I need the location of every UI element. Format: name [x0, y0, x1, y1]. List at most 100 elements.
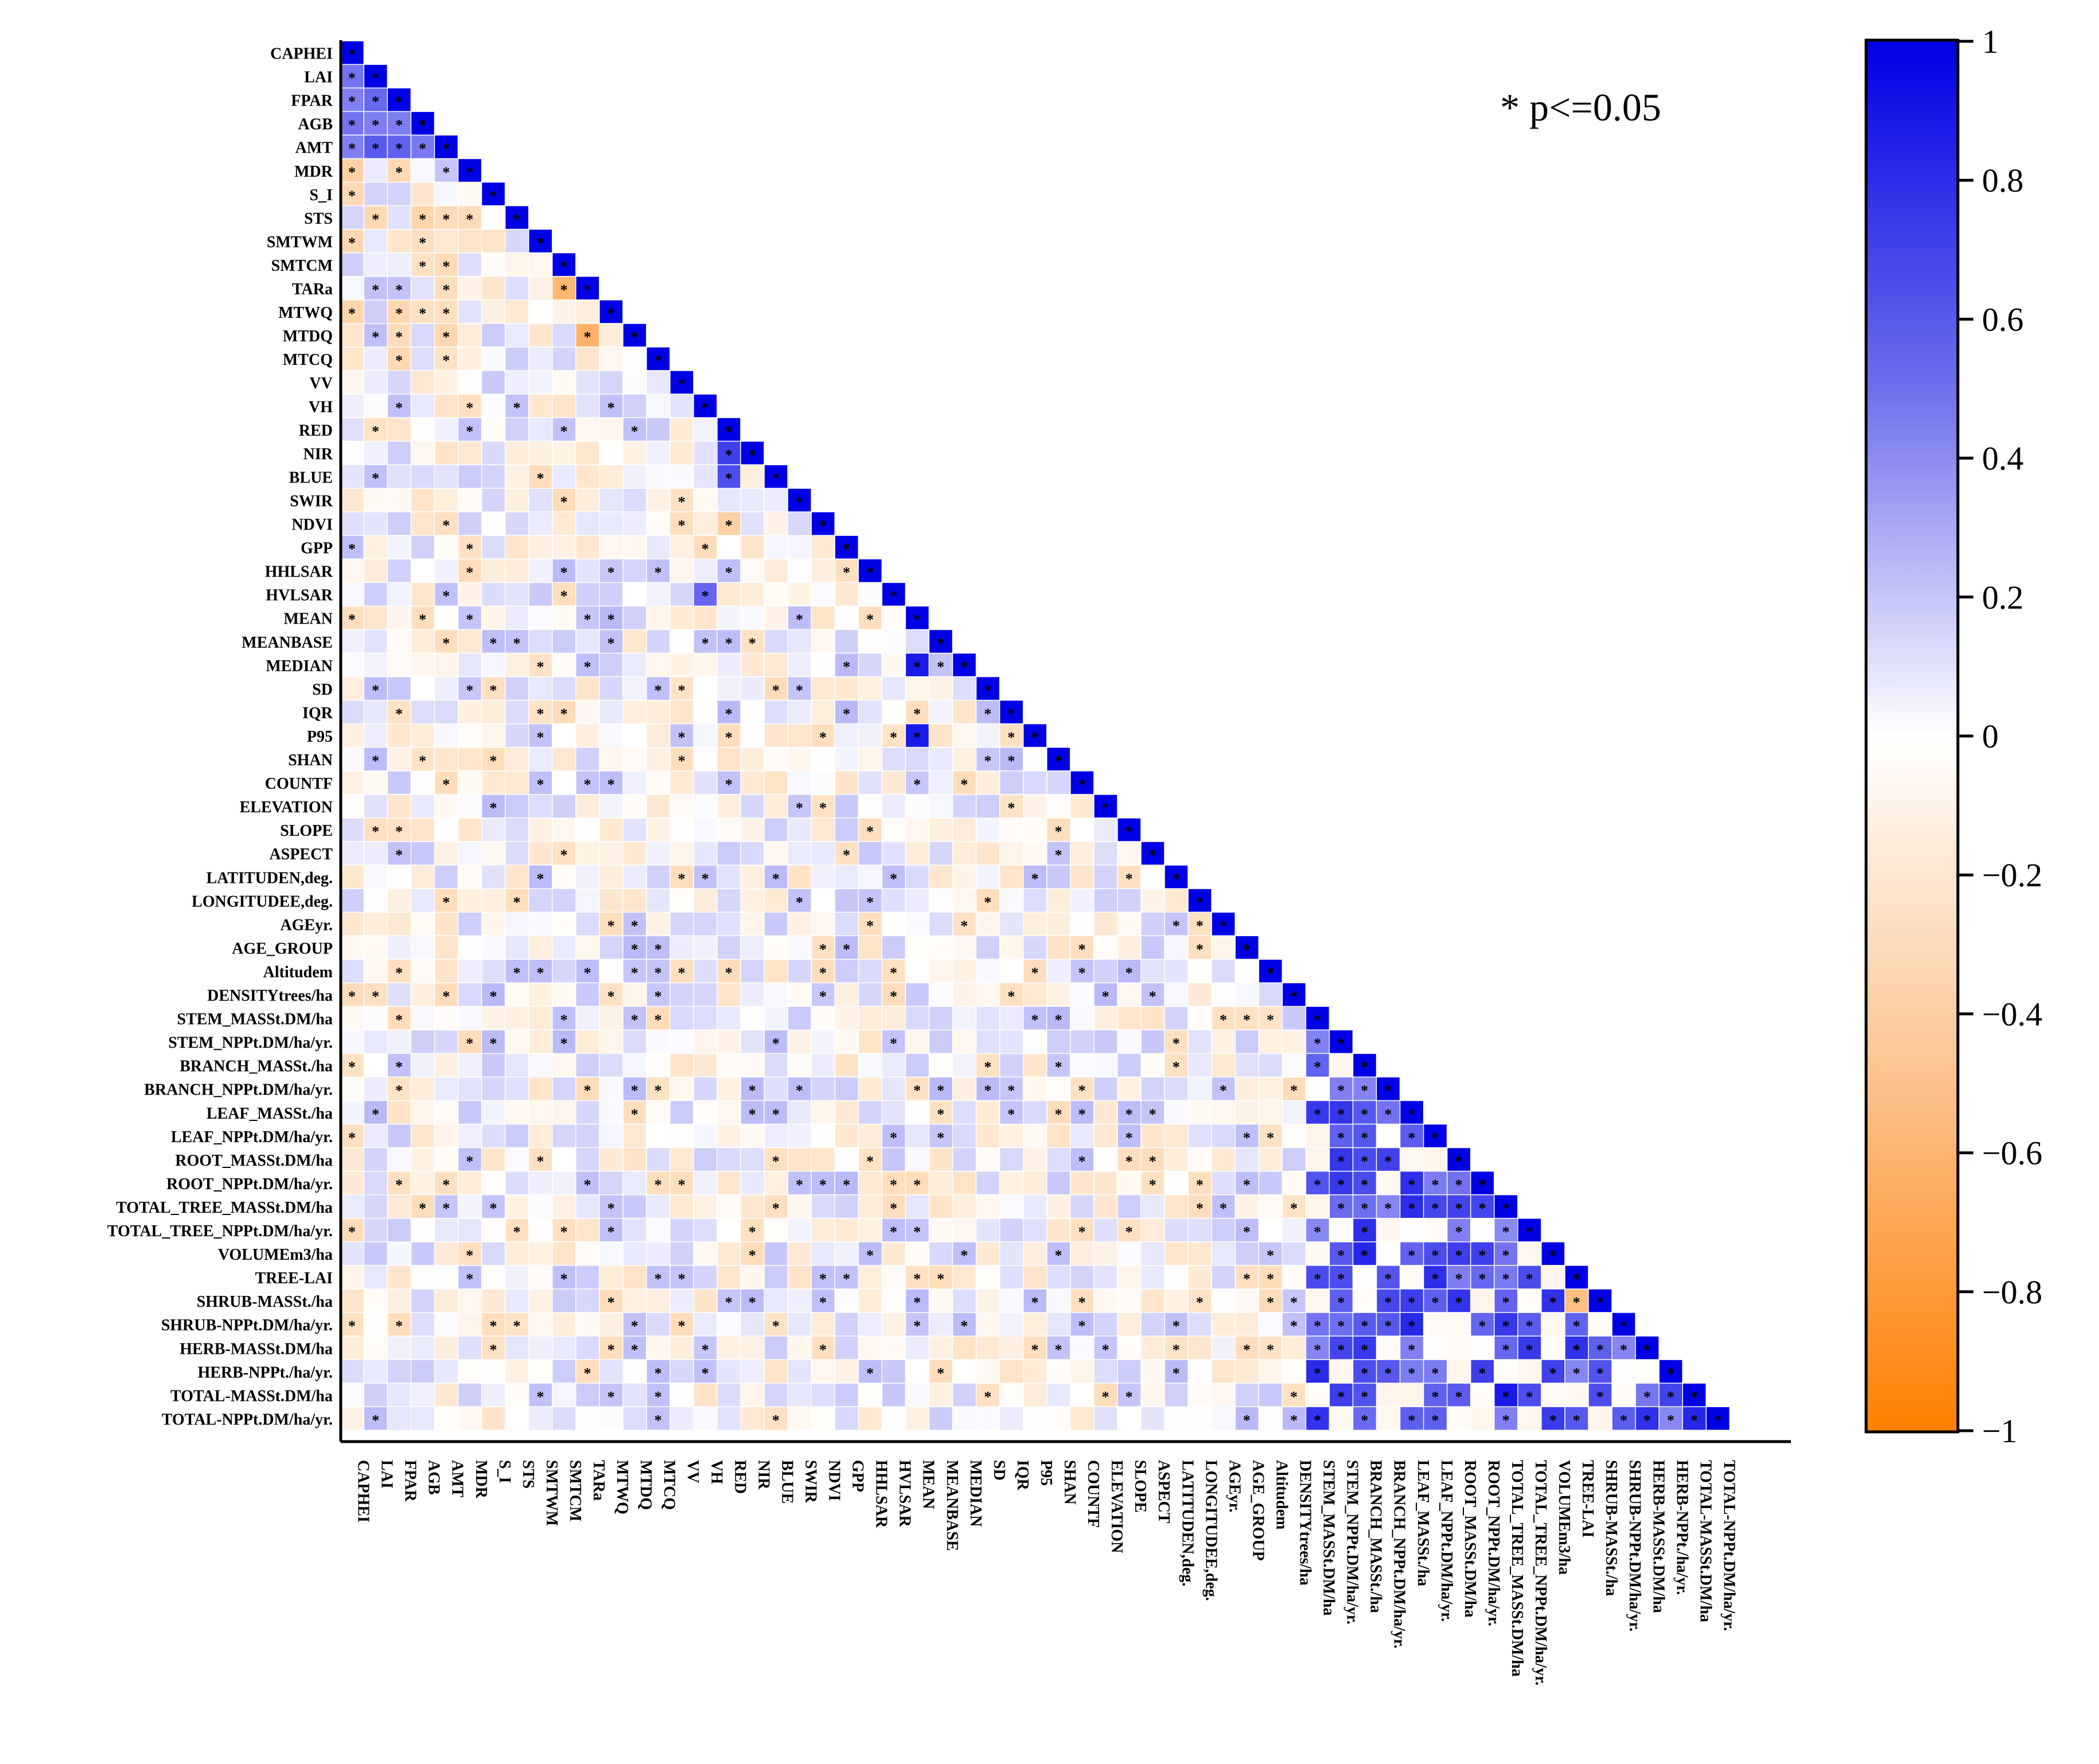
- heatmap-cell: [458, 889, 481, 912]
- significance-star: *: [866, 564, 874, 581]
- heatmap-cell: [364, 465, 387, 488]
- heatmap-cell: [411, 488, 434, 512]
- heatmap-cell: [835, 1101, 858, 1124]
- significance-star: *: [655, 941, 662, 957]
- heatmap-cell: [529, 1265, 552, 1289]
- significance-star: *: [1196, 1200, 1204, 1217]
- heatmap-cell: [364, 889, 387, 912]
- significance-star: *: [1102, 988, 1109, 1005]
- heatmap-cell: [1306, 1054, 1329, 1077]
- heatmap-cell: [1259, 1313, 1282, 1336]
- heatmap-cell: [741, 1360, 764, 1383]
- heatmap-cell: [458, 418, 481, 441]
- significance-star: *: [937, 1365, 944, 1381]
- heatmap-cell: [599, 959, 623, 983]
- heatmap-cell: [341, 512, 364, 535]
- heatmap-cell: [623, 1218, 647, 1242]
- heatmap-cell: [529, 1383, 552, 1407]
- significance-star: *: [513, 894, 520, 910]
- significance-star: *: [1078, 1106, 1086, 1123]
- heatmap-cell: [670, 512, 694, 535]
- colorbar-tick-label: −0.6: [1982, 1135, 2042, 1172]
- heatmap-cell: [341, 653, 364, 676]
- heatmap-cell: [1588, 1407, 1612, 1430]
- heatmap-cell: [859, 1218, 882, 1242]
- heatmap-cell: [529, 441, 552, 465]
- significance-star: *: [1502, 1224, 1509, 1240]
- significance-star: *: [655, 352, 662, 369]
- heatmap-cell: [812, 1054, 835, 1077]
- heatmap-cell: [341, 371, 364, 394]
- heatmap-cell: [1518, 1265, 1541, 1289]
- heatmap-cell: [764, 889, 788, 912]
- heatmap-cell: [882, 630, 905, 653]
- heatmap-cell: [906, 1171, 929, 1194]
- heatmap-cell: [1047, 1218, 1070, 1242]
- significance-star: *: [1149, 1153, 1156, 1170]
- heatmap-cell: [835, 1313, 858, 1336]
- heatmap-cell: [599, 700, 623, 723]
- heatmap-cell: [670, 394, 694, 418]
- heatmap-cell: [1023, 747, 1046, 771]
- heatmap-cell: [482, 1148, 505, 1171]
- significance-star: *: [1078, 1153, 1086, 1170]
- heatmap-cell: [788, 1124, 811, 1147]
- heatmap-cell: [953, 936, 976, 959]
- heatmap-cell: [647, 1360, 670, 1383]
- heatmap-cell: [482, 1218, 505, 1242]
- significance-star: *: [560, 847, 567, 863]
- significance-star: *: [1526, 1341, 1533, 1358]
- significance-star: *: [1314, 1177, 1321, 1193]
- heatmap-cell: [1070, 1336, 1094, 1360]
- significance-star: *: [1408, 1247, 1415, 1264]
- heatmap-cell: [976, 1195, 999, 1218]
- heatmap-cell: [1494, 1265, 1517, 1289]
- heatmap-cell: [482, 1054, 505, 1077]
- heatmap-cell: [717, 536, 741, 559]
- heatmap-cell: [1259, 1289, 1282, 1313]
- significance-star: *: [1337, 1294, 1345, 1311]
- significance-star: *: [725, 964, 733, 981]
- heatmap-cell: [623, 842, 647, 865]
- heatmap-cell: [1212, 1030, 1235, 1053]
- heatmap-cell: [505, 959, 528, 983]
- heatmap-cell: [482, 583, 505, 606]
- heatmap-cell: [670, 912, 694, 936]
- heatmap-cell: [341, 1407, 364, 1430]
- significance-star: *: [1337, 1153, 1345, 1170]
- heatmap-cell: [1353, 1360, 1376, 1383]
- heatmap-cell: [764, 724, 788, 747]
- heatmap-cell: [552, 1265, 575, 1289]
- heatmap-cell: [1094, 1289, 1117, 1313]
- heatmap-cell: [505, 1407, 528, 1430]
- heatmap-cell: [623, 512, 647, 535]
- heatmap-cell: [1047, 747, 1070, 771]
- significance-star: *: [655, 1365, 662, 1381]
- heatmap-cell: [647, 606, 670, 629]
- heatmap-cell: [1165, 959, 1188, 983]
- heatmap-cell: [482, 488, 505, 512]
- heatmap-cell: [835, 1171, 858, 1194]
- heatmap-cell: [411, 865, 434, 889]
- significance-star: *: [1126, 1224, 1133, 1240]
- row-label: SHRUB-NPPt.DM/ha/yr.: [161, 1317, 333, 1334]
- significance-star: *: [489, 753, 497, 769]
- column-label: LONGITUDEE,deg.: [1202, 1460, 1220, 1601]
- heatmap-cell: [411, 347, 434, 371]
- significance-star: *: [395, 329, 403, 345]
- heatmap-cell: [458, 1336, 481, 1360]
- heatmap-cell: [505, 371, 528, 394]
- significance-star: *: [513, 635, 520, 652]
- heatmap-cell: [576, 583, 599, 606]
- significance-star: *: [489, 800, 497, 816]
- heatmap-cell: [764, 536, 788, 559]
- significance-star: *: [866, 612, 874, 628]
- significance-star: *: [1431, 1247, 1439, 1264]
- heatmap-cell: [1188, 1336, 1212, 1360]
- significance-star: *: [1243, 1271, 1251, 1287]
- heatmap-cell: [1283, 1265, 1306, 1289]
- significance-star: *: [655, 682, 662, 699]
- heatmap-cell: [1259, 1124, 1282, 1147]
- heatmap-cell: [717, 1195, 741, 1218]
- heatmap-cell: [1094, 1242, 1117, 1265]
